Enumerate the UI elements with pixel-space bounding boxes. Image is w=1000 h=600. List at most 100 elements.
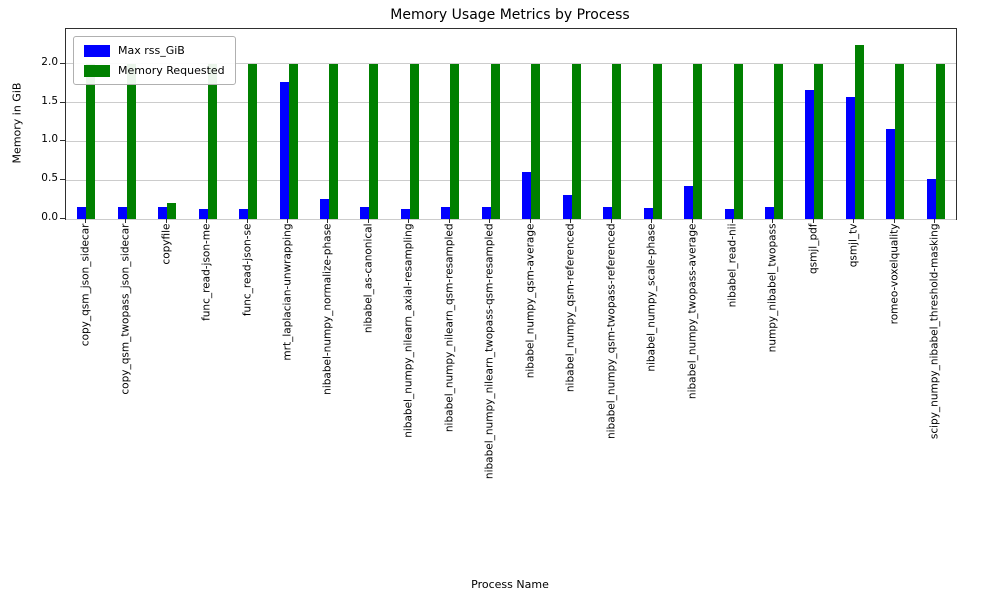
bar-memory-requested	[126, 63, 136, 219]
legend: Max rss_GiB Memory Requested	[73, 36, 236, 85]
bar-max-rss	[764, 207, 774, 219]
bar-memory-requested	[814, 63, 824, 219]
bar-max-rss	[77, 207, 87, 219]
bar-memory-requested	[86, 63, 96, 219]
x-tick-label: func_read-json-me	[200, 223, 213, 321]
y-tick-mark	[60, 218, 65, 219]
x-tick-label: nibabel_numpy_qsm-twopass-referenced	[605, 223, 618, 439]
bar-memory-requested	[409, 63, 419, 219]
y-tick-label: 2.0	[41, 55, 58, 68]
x-tick-mark	[651, 219, 653, 223]
bar-max-rss	[117, 207, 127, 219]
bar-max-rss	[926, 179, 936, 219]
x-tick-label: func_read-json-se	[241, 223, 254, 316]
x-tick-label: nibabel_numpy_qsm-referenced	[564, 223, 577, 392]
x-tick-label: qsmjl_tv	[847, 223, 860, 267]
x-axis-label: Process Name	[471, 578, 549, 591]
bar-max-rss	[239, 208, 249, 219]
y-tick-label: 0.5	[41, 172, 58, 185]
bar-max-rss	[845, 97, 855, 219]
x-tick-label: scipy_numpy_nibabel_threshold-masking	[928, 223, 941, 439]
bar-memory-requested	[167, 202, 177, 219]
x-tick-mark	[812, 219, 814, 223]
x-tick-mark	[529, 219, 531, 223]
y-tick-mark	[60, 101, 65, 103]
y-tick-label: 1.5	[41, 94, 58, 107]
bar-memory-requested	[531, 63, 541, 219]
legend-label-memory-requested: Memory Requested	[118, 64, 225, 77]
x-tick-mark	[691, 219, 693, 223]
gridline	[66, 63, 956, 65]
y-tick-label: 1.0	[41, 133, 58, 146]
bar-max-rss	[562, 194, 572, 219]
x-tick-label: nibabel_numpy_qsm-average	[524, 223, 537, 378]
x-tick-label: numpy_nibabel_twopass	[766, 223, 779, 352]
bar-memory-requested	[571, 63, 581, 219]
plot-area: Max rss_GiB Memory Requested	[65, 28, 957, 220]
x-tick-mark	[489, 219, 491, 223]
x-tick-mark	[570, 219, 572, 223]
bar-memory-requested	[490, 63, 500, 219]
x-tick-label: nibabel_numpy_nilearn_qsm-resampled	[443, 223, 456, 432]
legend-swatch-max-rss	[84, 44, 110, 57]
bar-max-rss	[603, 207, 613, 219]
bar-memory-requested	[854, 44, 864, 219]
bar-memory-requested	[693, 63, 703, 219]
bar-max-rss	[724, 208, 734, 219]
bar-memory-requested	[288, 63, 298, 219]
y-tick-mark	[60, 140, 65, 142]
x-tick-mark	[327, 219, 329, 223]
bar-max-rss	[319, 198, 329, 219]
x-tick-label: romeo-voxelquality	[888, 223, 901, 324]
gridline	[66, 140, 956, 142]
y-tick-mark	[60, 62, 65, 64]
bar-memory-requested	[895, 63, 905, 219]
bar-max-rss	[279, 81, 289, 219]
x-tick-mark	[408, 219, 410, 223]
x-tick-label: copy_qsm_twopass_json_sidecar	[119, 223, 132, 395]
x-tick-label: nibabel_as-canonical	[362, 223, 375, 333]
x-tick-mark	[206, 219, 208, 223]
x-tick-mark	[246, 219, 248, 223]
legend-swatch-memory-requested	[84, 64, 110, 77]
bar-memory-requested	[248, 63, 258, 219]
gridline	[66, 179, 956, 181]
x-tick-mark	[610, 219, 612, 223]
x-tick-mark	[367, 219, 369, 223]
bar-max-rss	[643, 208, 653, 219]
bar-memory-requested	[328, 63, 338, 219]
gridline	[66, 218, 956, 220]
y-tick-mark	[60, 179, 65, 181]
x-tick-mark	[893, 219, 895, 223]
x-tick-mark	[732, 219, 733, 223]
bar-max-rss	[886, 129, 896, 219]
x-tick-mark	[287, 219, 288, 223]
legend-label-max-rss: Max rss_GiB	[118, 44, 185, 57]
x-tick-label: nibabel_numpy_scale-phase	[645, 223, 658, 372]
bar-memory-requested	[733, 63, 743, 219]
x-tick-mark	[84, 219, 86, 223]
bar-max-rss	[684, 185, 694, 219]
x-tick-label: copyfile	[160, 223, 173, 265]
bar-max-rss	[522, 172, 532, 219]
bar-memory-requested	[773, 63, 783, 219]
legend-item-max-rss: Max rss_GiB	[84, 44, 225, 57]
x-tick-label: qsmjl_pdf	[807, 223, 820, 274]
bar-memory-requested	[450, 63, 460, 219]
x-tick-label: mrt_laplacian-unwrapping	[281, 223, 294, 361]
x-tick-label: nibabel_numpy_nilearn_axial-resampling	[402, 223, 415, 438]
x-tick-mark	[165, 219, 167, 223]
legend-item-memory-requested: Memory Requested	[84, 64, 225, 77]
x-tick-mark	[772, 219, 774, 223]
gridline	[66, 102, 956, 104]
x-tick-label: nibabel_read-nii	[726, 223, 739, 307]
bar-max-rss	[198, 208, 208, 219]
bar-memory-requested	[652, 63, 662, 219]
x-tick-label: nibabel_numpy_nilearn_twopass-qsm-resamp…	[483, 223, 496, 479]
bar-max-rss	[805, 90, 815, 219]
x-tick-label: copy_qsm_json_sidecar	[79, 223, 92, 346]
bar-max-rss	[360, 207, 370, 219]
bar-memory-requested	[935, 63, 945, 219]
chart-title: Memory Usage Metrics by Process	[390, 7, 630, 23]
